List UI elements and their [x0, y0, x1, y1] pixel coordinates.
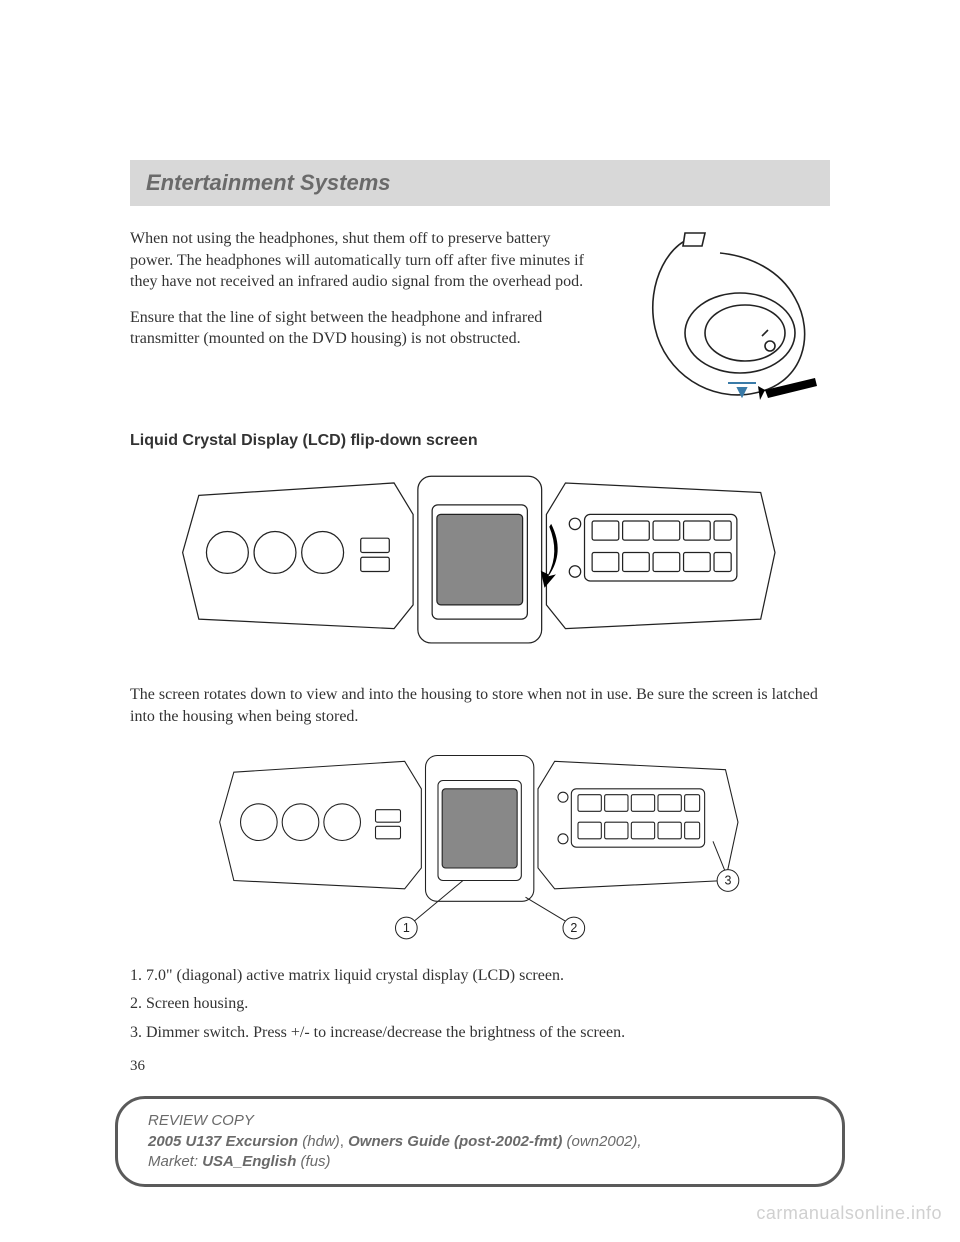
list-item: 3. Dimmer switch. Press +/- to increase/… [130, 1022, 830, 1044]
list-item: 2. Screen housing. [130, 993, 830, 1015]
watermark: carmanualsonline.info [756, 1203, 942, 1224]
lcd-subheading: Liquid Crystal Display (LCD) flip-down s… [130, 432, 830, 450]
section-title: Entertainment Systems [146, 170, 814, 196]
callout-descriptions: 1. 7.0" (diagonal) active matrix liquid … [130, 965, 830, 1044]
callout-1: 1 [403, 921, 410, 935]
lcd-figure-2: 1 2 3 [130, 743, 830, 943]
paragraph: The screen rotates down to view and into… [130, 684, 830, 729]
callout-2: 2 [571, 921, 578, 935]
headphone-section: When not using the headphones, shut them… [130, 228, 830, 418]
lcd-figure-1 [130, 462, 830, 662]
lcd-console-numbered-svg: 1 2 3 [213, 743, 746, 943]
paragraph: Ensure that the line of sight between th… [130, 307, 590, 350]
footer-line-3: Market: USA_English (fus) [148, 1152, 812, 1172]
section-header: Entertainment Systems [130, 160, 830, 206]
callout-3: 3 [725, 873, 732, 887]
footer-line-2: 2005 U137 Excursion (hdw), Owners Guide … [148, 1132, 812, 1152]
footer-box: REVIEW COPY 2005 U137 Excursion (hdw), O… [115, 1096, 845, 1187]
headphone-svg [610, 228, 830, 418]
headphone-illustration [610, 228, 830, 418]
headphone-text: When not using the headphones, shut them… [130, 228, 590, 418]
paragraph: When not using the headphones, shut them… [130, 228, 590, 293]
list-item: 1. 7.0" (diagonal) active matrix liquid … [130, 965, 830, 987]
lcd-console-svg [175, 462, 785, 662]
page-number: 36 [130, 1058, 830, 1075]
footer-line-1: REVIEW COPY [148, 1111, 812, 1131]
